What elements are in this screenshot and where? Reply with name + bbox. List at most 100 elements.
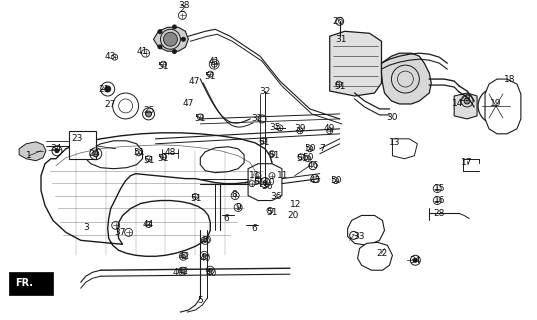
Polygon shape <box>69 131 96 159</box>
Circle shape <box>93 151 99 157</box>
Text: 18: 18 <box>504 75 516 84</box>
Circle shape <box>202 253 206 257</box>
Circle shape <box>464 98 470 104</box>
Text: 26: 26 <box>332 17 343 26</box>
Text: 1: 1 <box>26 151 32 160</box>
Circle shape <box>158 45 162 49</box>
Polygon shape <box>381 53 431 104</box>
Text: 50: 50 <box>302 153 314 162</box>
Text: 9: 9 <box>235 203 241 212</box>
Text: 6: 6 <box>251 224 257 233</box>
Text: 7: 7 <box>319 144 325 153</box>
Circle shape <box>180 269 184 273</box>
Text: 39: 39 <box>294 124 306 133</box>
Text: 51: 51 <box>143 156 154 165</box>
Text: 47: 47 <box>183 100 194 108</box>
Text: 32: 32 <box>251 114 263 124</box>
Text: 51: 51 <box>296 154 308 163</box>
Text: 51: 51 <box>205 72 216 81</box>
Text: 29: 29 <box>460 94 471 103</box>
Text: 41: 41 <box>208 57 220 66</box>
Circle shape <box>172 25 177 29</box>
Text: 16: 16 <box>433 196 445 205</box>
Text: 23: 23 <box>71 134 83 143</box>
Polygon shape <box>86 141 142 169</box>
Text: 51: 51 <box>258 138 270 147</box>
Text: 51: 51 <box>194 114 206 124</box>
Text: 24: 24 <box>88 149 99 158</box>
Text: 10: 10 <box>264 178 275 187</box>
Polygon shape <box>485 79 521 134</box>
Circle shape <box>158 30 162 34</box>
Circle shape <box>55 149 59 153</box>
Polygon shape <box>358 242 393 270</box>
Text: 44: 44 <box>143 220 154 229</box>
Text: 51: 51 <box>191 194 202 203</box>
Text: 19: 19 <box>490 100 502 108</box>
Text: 47: 47 <box>188 76 200 85</box>
Text: 17: 17 <box>461 158 473 167</box>
Text: 40: 40 <box>201 236 212 245</box>
Text: 49: 49 <box>324 124 336 133</box>
Text: 5: 5 <box>198 296 203 305</box>
Circle shape <box>163 32 177 46</box>
Polygon shape <box>248 164 282 201</box>
Text: 51: 51 <box>268 151 280 160</box>
Circle shape <box>413 258 417 262</box>
Circle shape <box>208 268 212 272</box>
Polygon shape <box>154 27 188 51</box>
Text: 28: 28 <box>433 209 445 218</box>
Text: 20: 20 <box>287 211 299 220</box>
Polygon shape <box>9 272 53 295</box>
Text: 45: 45 <box>309 176 321 185</box>
Text: 41: 41 <box>137 47 148 56</box>
Text: 34: 34 <box>410 256 421 265</box>
Text: 2: 2 <box>179 5 185 14</box>
Text: 27: 27 <box>104 100 115 109</box>
Text: 42: 42 <box>179 252 190 261</box>
Text: 25: 25 <box>144 107 155 116</box>
Circle shape <box>182 37 185 41</box>
Circle shape <box>172 50 177 53</box>
Text: 43: 43 <box>105 52 117 61</box>
Text: 14: 14 <box>452 100 463 108</box>
Text: 36: 36 <box>270 192 282 201</box>
Text: 6: 6 <box>223 214 229 223</box>
Polygon shape <box>347 215 384 245</box>
Circle shape <box>204 238 207 242</box>
Text: 51: 51 <box>158 62 169 71</box>
Text: 30: 30 <box>387 113 398 123</box>
Polygon shape <box>330 31 381 96</box>
Circle shape <box>182 254 185 258</box>
Polygon shape <box>200 147 244 173</box>
Text: 34: 34 <box>50 144 62 153</box>
Circle shape <box>263 180 267 185</box>
Text: 36: 36 <box>262 182 273 191</box>
Text: 22: 22 <box>376 249 387 258</box>
Polygon shape <box>19 142 46 161</box>
Text: 51: 51 <box>158 154 169 163</box>
Circle shape <box>105 86 111 92</box>
Text: 51: 51 <box>253 178 265 187</box>
Text: 11: 11 <box>249 171 261 180</box>
Text: 12: 12 <box>290 200 302 209</box>
Text: 40: 40 <box>200 254 211 263</box>
Text: 35: 35 <box>269 123 281 132</box>
Text: 50: 50 <box>330 176 342 185</box>
Text: 11: 11 <box>277 171 289 180</box>
Polygon shape <box>454 93 477 119</box>
Polygon shape <box>41 133 272 256</box>
Circle shape <box>491 101 501 111</box>
Text: 42: 42 <box>178 267 189 276</box>
Text: 51: 51 <box>266 208 278 217</box>
Text: 21: 21 <box>98 84 110 93</box>
Text: 37: 37 <box>114 228 126 237</box>
Circle shape <box>146 111 151 117</box>
Text: 32: 32 <box>259 86 271 96</box>
Text: 4: 4 <box>172 268 178 277</box>
Text: 13: 13 <box>389 138 400 147</box>
Text: 51: 51 <box>133 148 144 157</box>
Text: 3: 3 <box>83 223 89 232</box>
Text: 50: 50 <box>304 144 316 153</box>
Text: 38: 38 <box>179 1 190 10</box>
